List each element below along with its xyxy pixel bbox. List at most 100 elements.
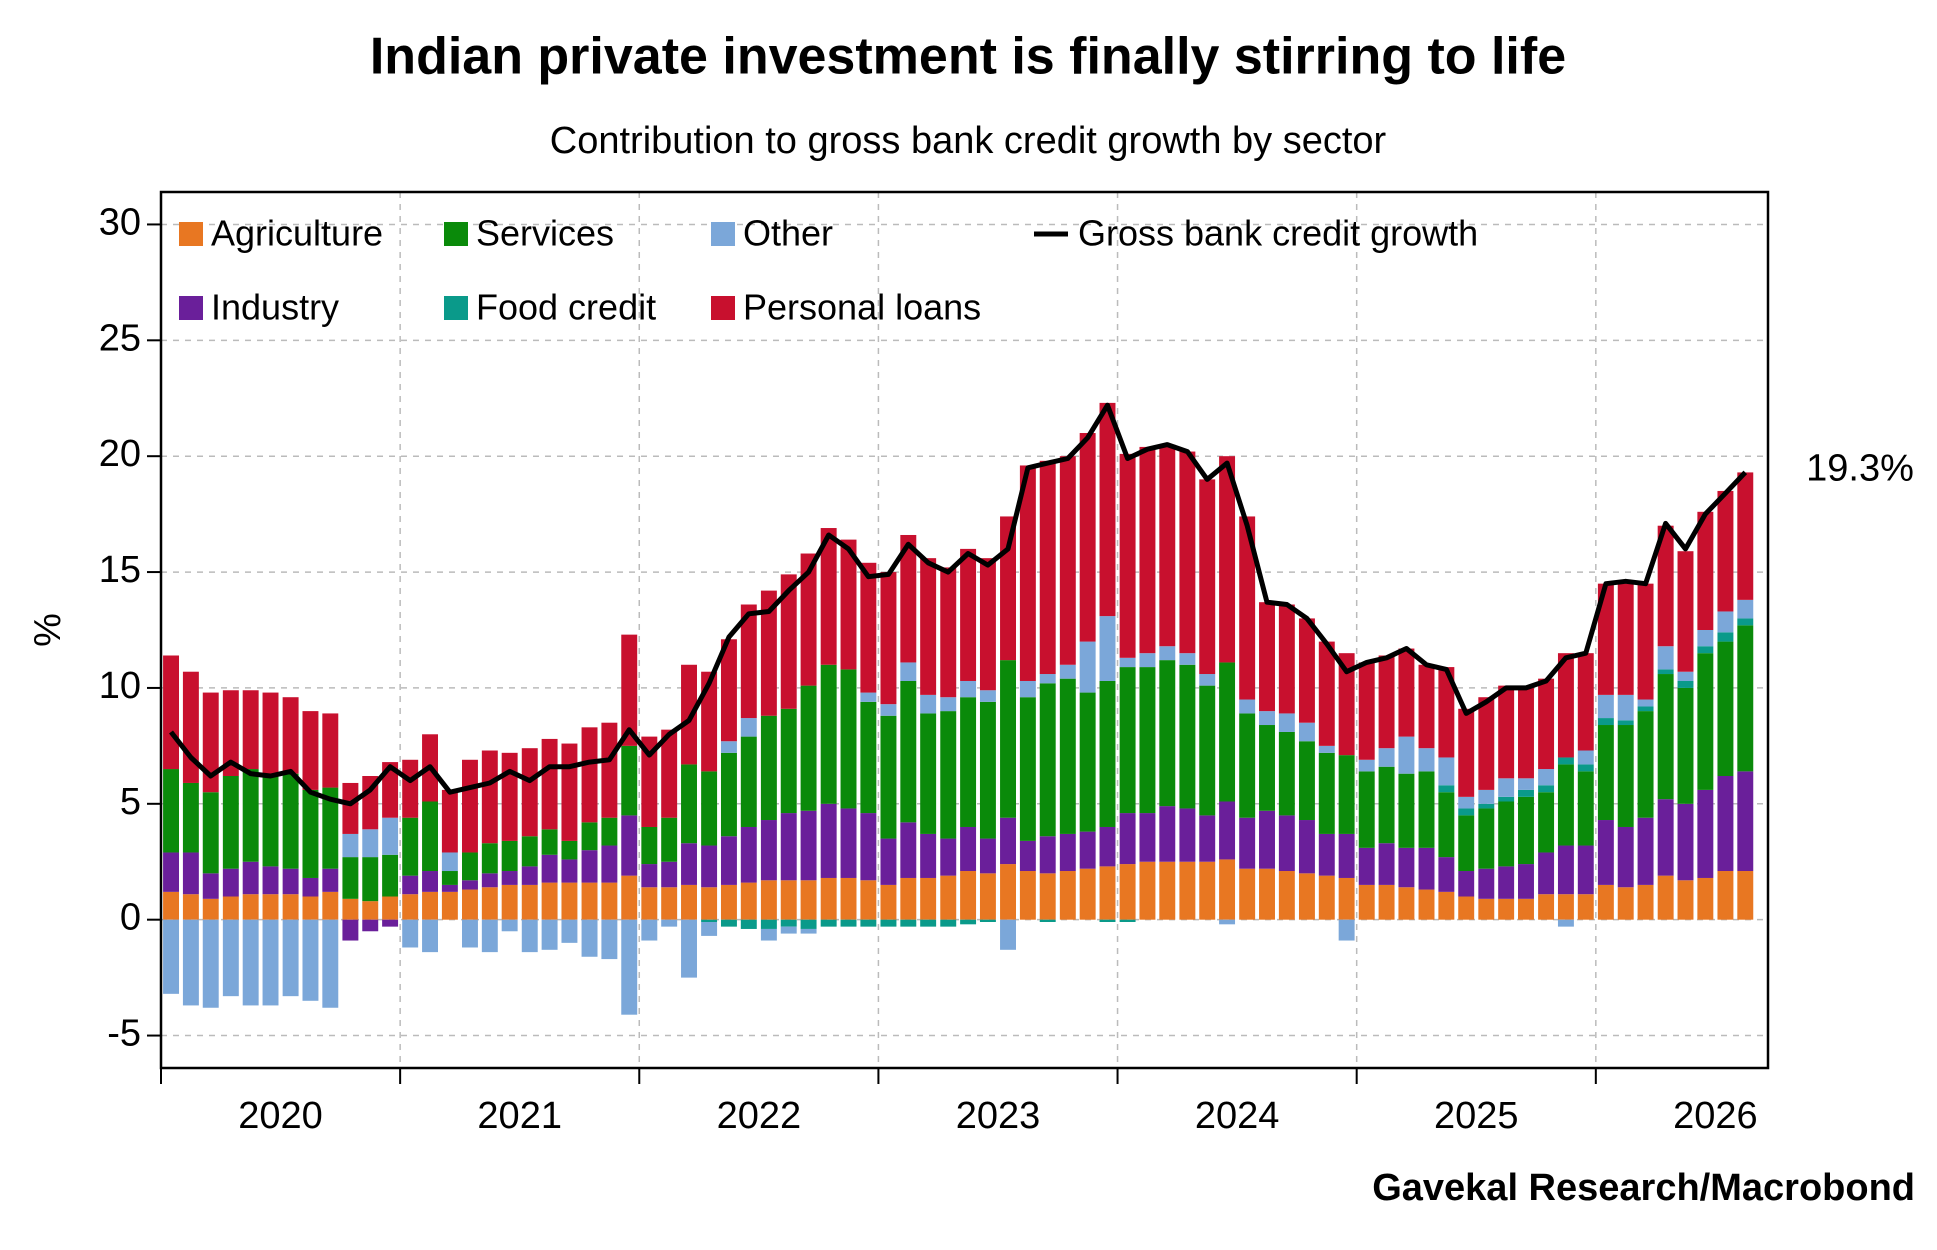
bar: [820, 919, 837, 927]
bar: [322, 919, 339, 1008]
bar: [1478, 808, 1495, 869]
bar: [880, 884, 897, 920]
bar: [1000, 919, 1016, 950]
bar: [1717, 611, 1734, 633]
bar: [621, 919, 638, 1015]
bar: [1338, 877, 1355, 920]
bar: [621, 745, 638, 816]
bar: [681, 843, 697, 885]
bar: [960, 548, 977, 681]
bar: [242, 690, 259, 770]
bar: [940, 697, 957, 712]
bar: [760, 590, 777, 716]
bar: [1577, 653, 1594, 751]
bar: [621, 815, 638, 876]
bar: [1318, 833, 1335, 876]
bar: [282, 868, 299, 895]
bar: [1059, 871, 1076, 920]
bar: [1079, 868, 1096, 920]
bar: [501, 919, 518, 932]
y-tick-label: 25: [99, 317, 141, 359]
bar: [1677, 880, 1694, 920]
bar: [681, 664, 697, 765]
bar: [1637, 706, 1654, 712]
bar: [880, 572, 897, 705]
bar: [1398, 847, 1415, 888]
bar: [202, 898, 219, 920]
bar: [1737, 618, 1754, 626]
bar: [1059, 833, 1076, 872]
bar: [1079, 831, 1096, 869]
bar: [760, 715, 777, 821]
bar: [402, 919, 419, 948]
bar: [720, 836, 737, 885]
bar: [202, 692, 219, 793]
bar: [1398, 648, 1415, 737]
bar: [1179, 653, 1196, 665]
bar: [1099, 616, 1116, 681]
bar: [322, 787, 339, 869]
bar: [1557, 919, 1574, 927]
bar: [1617, 583, 1634, 695]
bar: [1737, 599, 1754, 619]
bar: [1597, 884, 1614, 920]
bar: [1577, 894, 1594, 920]
bar: [402, 759, 419, 818]
source: Gavekal Research/Macrobond: [1372, 1167, 1915, 1209]
bar: [880, 838, 897, 885]
bar: [1478, 789, 1495, 804]
bar: [1458, 808, 1475, 816]
bar: [222, 776, 239, 869]
bar: [202, 792, 219, 874]
bar: [601, 882, 618, 920]
bar: [441, 871, 458, 885]
bar: [800, 685, 817, 811]
bar: [561, 840, 578, 860]
bar: [1239, 516, 1256, 700]
bar: [1518, 796, 1534, 865]
bar: [262, 692, 279, 774]
bar: [1538, 894, 1555, 920]
bar: [1458, 796, 1475, 809]
legend-swatch: [444, 296, 468, 320]
bar: [1278, 731, 1295, 816]
bar: [1597, 718, 1614, 726]
bar: [1637, 711, 1654, 818]
bar: [1637, 699, 1654, 707]
bar: [1458, 871, 1475, 897]
bar: [581, 850, 598, 883]
bar: [163, 769, 180, 853]
bar: [382, 896, 399, 920]
bar: [1737, 871, 1754, 920]
bar: [1000, 817, 1016, 865]
bar: [1438, 667, 1455, 758]
bar: [940, 875, 957, 920]
bar: [979, 873, 996, 920]
bar: [362, 857, 379, 902]
bar: [641, 736, 658, 827]
bar: [840, 877, 857, 920]
bar: [262, 866, 279, 895]
bar: [202, 873, 219, 899]
bar: [1159, 806, 1176, 862]
bar: [1079, 433, 1096, 642]
legend-item: Agriculture: [179, 213, 383, 254]
bar: [1039, 460, 1056, 675]
bar: [521, 866, 538, 885]
bar: [1657, 674, 1674, 800]
bar: [701, 845, 718, 888]
bar: [501, 752, 518, 841]
bar: [1099, 826, 1116, 867]
bar: [701, 671, 718, 772]
bar: [481, 873, 498, 888]
bar: [1259, 810, 1275, 869]
legend-swatch: [179, 222, 203, 246]
bar: [163, 655, 180, 770]
bar: [1278, 713, 1295, 732]
legend-item: Other: [711, 213, 833, 254]
bar: [1338, 653, 1355, 756]
bar: [1398, 773, 1415, 848]
bar: [1438, 857, 1455, 892]
bar: [342, 919, 359, 941]
bar: [760, 820, 777, 881]
